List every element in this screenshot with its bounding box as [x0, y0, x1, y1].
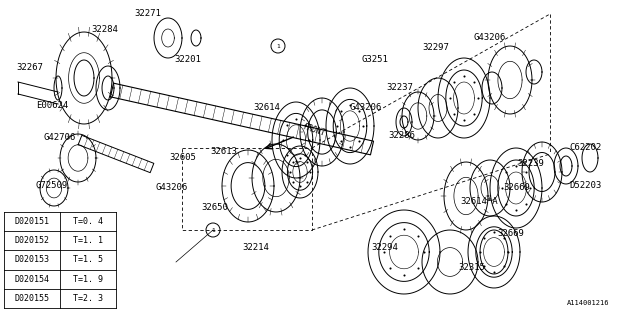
Text: 32669: 32669: [497, 229, 524, 238]
Text: 32239: 32239: [518, 159, 545, 169]
Text: 32614: 32614: [253, 103, 280, 113]
Text: G3251: G3251: [362, 55, 388, 65]
Text: 32214: 32214: [243, 244, 269, 252]
Text: 32650: 32650: [202, 204, 228, 212]
Text: 32315: 32315: [459, 263, 485, 273]
Text: A114001216: A114001216: [566, 300, 609, 306]
Text: G72509: G72509: [36, 181, 68, 190]
Text: G43206: G43206: [350, 103, 382, 113]
Text: E00624: E00624: [36, 101, 68, 110]
Text: 32237: 32237: [387, 84, 413, 92]
Text: D020155: D020155: [15, 294, 49, 303]
Text: 32669: 32669: [504, 183, 531, 193]
Text: 32286: 32286: [388, 132, 415, 140]
Text: 1: 1: [276, 44, 280, 49]
Text: 32294: 32294: [372, 244, 399, 252]
Text: G42706: G42706: [44, 133, 76, 142]
Text: D52203: D52203: [569, 181, 601, 190]
Text: 32614*A: 32614*A: [460, 197, 498, 206]
Text: 32284: 32284: [92, 26, 118, 35]
Text: G43206: G43206: [474, 34, 506, 43]
Text: D020152: D020152: [15, 236, 49, 245]
Text: T=1. 1: T=1. 1: [73, 236, 103, 245]
Text: FRONT: FRONT: [302, 122, 327, 138]
Text: D020154: D020154: [15, 275, 49, 284]
Text: T=1. 5: T=1. 5: [73, 255, 103, 265]
Text: 32605: 32605: [170, 154, 196, 163]
Text: 32271: 32271: [134, 10, 161, 19]
Text: 1: 1: [211, 228, 215, 233]
Text: 32201: 32201: [175, 55, 202, 65]
Text: T=1. 9: T=1. 9: [73, 275, 103, 284]
Text: D020151: D020151: [15, 217, 49, 226]
Text: G43206: G43206: [156, 183, 188, 193]
Text: 32297: 32297: [422, 44, 449, 52]
Text: 32267: 32267: [17, 63, 44, 73]
Text: T=2. 3: T=2. 3: [73, 294, 103, 303]
Text: D020153: D020153: [15, 255, 49, 265]
Text: 32613: 32613: [211, 148, 237, 156]
Text: T=0. 4: T=0. 4: [73, 217, 103, 226]
Text: C62202: C62202: [569, 143, 601, 153]
